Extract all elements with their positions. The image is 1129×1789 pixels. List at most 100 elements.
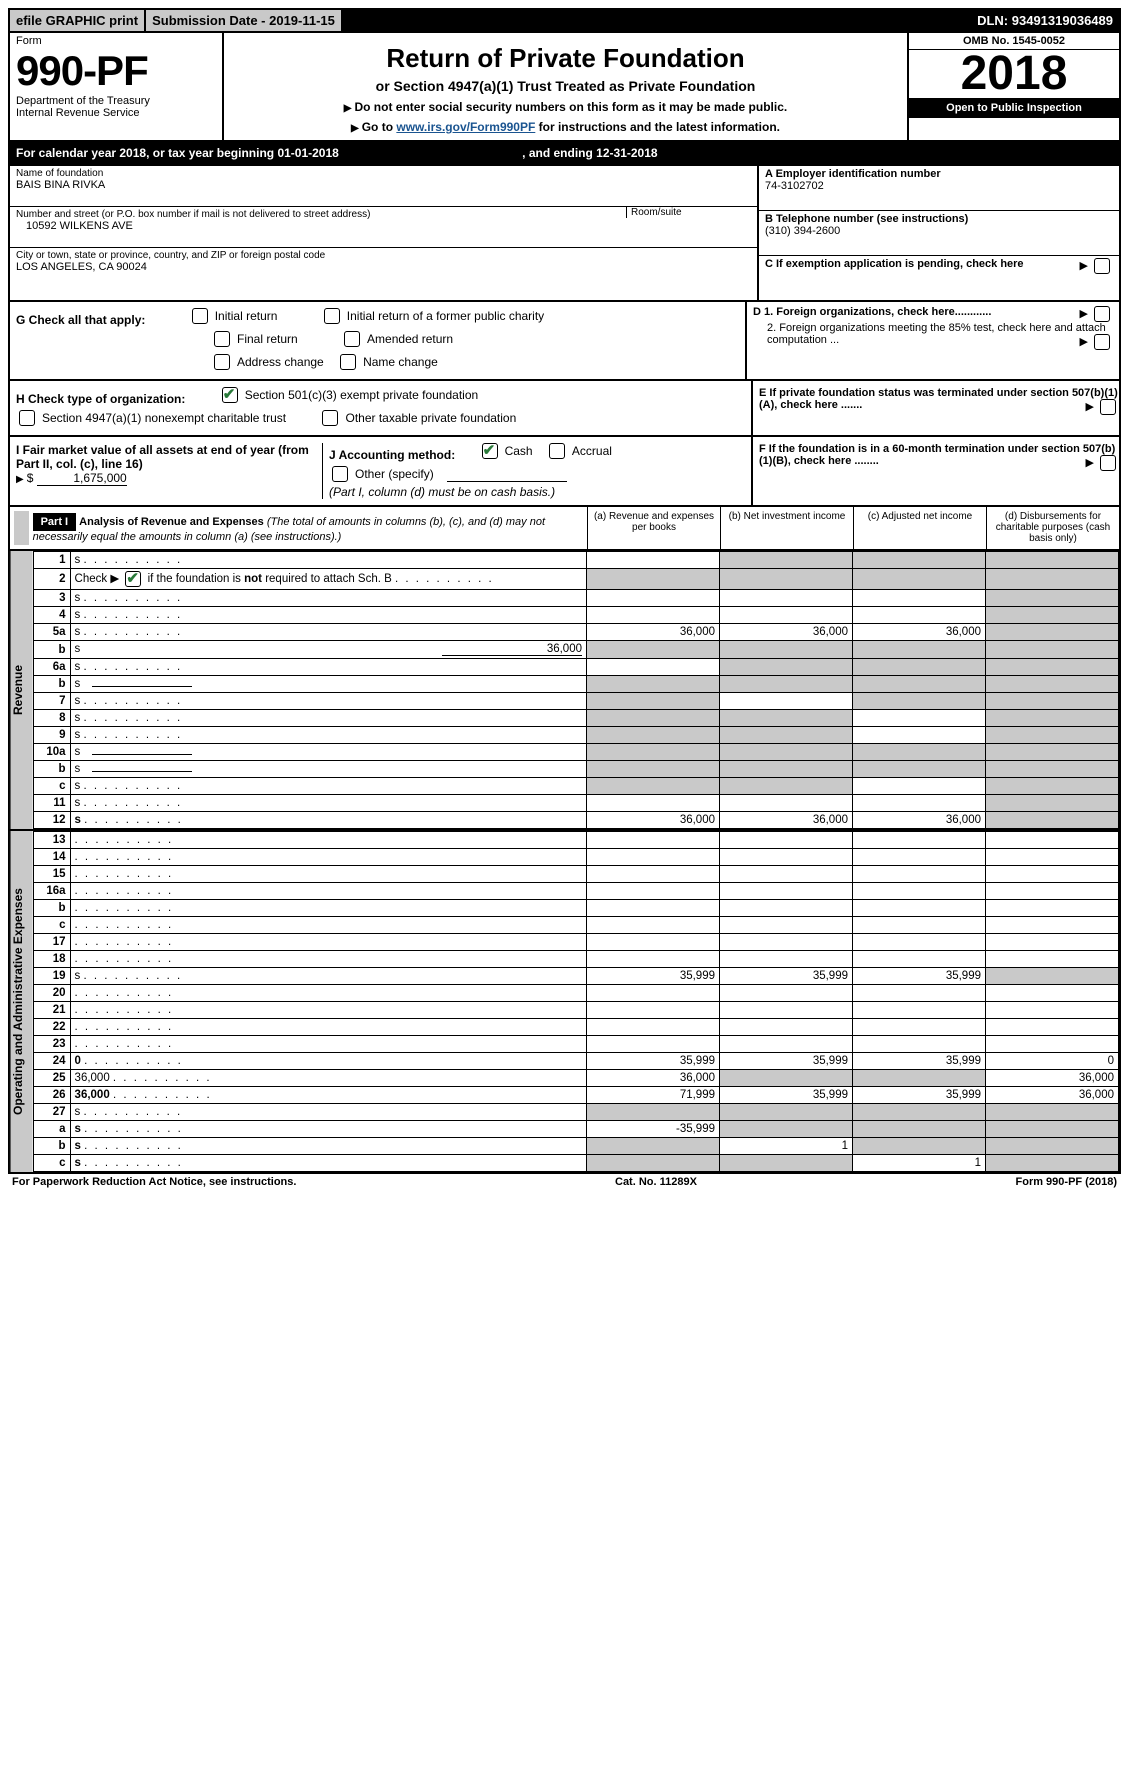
cell-a: [587, 934, 720, 951]
chk-accrual[interactable]: [549, 443, 565, 459]
cell-d: [986, 727, 1119, 744]
line-number: 15: [33, 866, 70, 883]
efile-print[interactable]: efile GRAPHIC print: [10, 10, 146, 31]
line-description: s: [70, 968, 586, 985]
line-description: s: [70, 727, 586, 744]
cell-d: [986, 1155, 1119, 1172]
table-row: 240 35,99935,99935,9990: [33, 1053, 1118, 1070]
cell-b: [720, 1155, 853, 1172]
city-row: City or town, state or province, country…: [10, 248, 757, 288]
subdate-value: 2019-11-15: [269, 13, 335, 28]
f-checkbox[interactable]: [1100, 455, 1116, 471]
cell-b: [720, 1070, 853, 1087]
line-number: b: [33, 1138, 70, 1155]
chk-address-change[interactable]: [214, 354, 230, 370]
line-number: c: [33, 1155, 70, 1172]
line-description: s: [70, 1155, 586, 1172]
table-row: 1s: [33, 552, 1118, 569]
j-other: Other (specify): [355, 467, 434, 481]
cell-b: [720, 1121, 853, 1138]
chk-initial-former[interactable]: [324, 308, 340, 324]
table-row: b: [33, 900, 1118, 917]
cell-b: [720, 1104, 853, 1121]
d1-checkbox[interactable]: [1094, 306, 1110, 322]
cell-d: [986, 866, 1119, 883]
e-checkbox[interactable]: [1100, 399, 1116, 415]
cell-c: [853, 607, 986, 624]
g-checks: G Check all that apply: Initial return I…: [10, 302, 745, 379]
table-row: 2Check ▶ if the foundation is not requir…: [33, 569, 1118, 590]
chk-4947[interactable]: [19, 410, 35, 426]
line-description: s: [70, 812, 586, 829]
chk-sch-b[interactable]: [125, 571, 141, 587]
cell-c: [853, 1104, 986, 1121]
identity-block: Name of foundation BAIS BINA RIVKA Numbe…: [10, 166, 1119, 302]
tax-year: 2018: [909, 50, 1119, 98]
d2-checkbox[interactable]: [1094, 334, 1110, 350]
cell-a: [587, 795, 720, 812]
line-number: 16a: [33, 883, 70, 900]
g2-label: Initial return of a former public charit…: [347, 309, 544, 323]
cell-c: [853, 590, 986, 607]
table-row: 23: [33, 1036, 1118, 1053]
cell-a: 71,999: [587, 1087, 720, 1104]
cell-d: [986, 710, 1119, 727]
form-header: Form 990-PF Department of the Treasury I…: [10, 33, 1119, 142]
line-description: s: [70, 659, 586, 676]
chk-final-return[interactable]: [214, 331, 230, 347]
chk-other-method[interactable]: [332, 466, 348, 482]
cell-c: [853, 832, 986, 849]
line-number: b: [33, 676, 70, 693]
cell-c: [853, 641, 986, 659]
irs-link[interactable]: www.irs.gov/Form990PF: [396, 120, 535, 134]
cell-c: [853, 866, 986, 883]
chk-501c3[interactable]: [222, 387, 238, 403]
cell-c: [853, 727, 986, 744]
cell-d: [986, 934, 1119, 951]
cell-a: [587, 710, 720, 727]
line-number: 3: [33, 590, 70, 607]
cell-d: [986, 917, 1119, 934]
e-label: E If private foundation status was termi…: [759, 387, 1118, 411]
form-number: 990-PF: [16, 47, 216, 95]
line-number: 25: [33, 1070, 70, 1087]
cell-d: [986, 951, 1119, 968]
line-description: s: [70, 795, 586, 812]
line-number: a: [33, 1121, 70, 1138]
cell-d: [986, 569, 1119, 590]
cell-d: [986, 883, 1119, 900]
line-number: 6a: [33, 659, 70, 676]
form-title-block: Return of Private Foundation or Section …: [224, 33, 907, 140]
line-number: 20: [33, 985, 70, 1002]
chk-initial-return[interactable]: [192, 308, 208, 324]
revenue-section: Revenue 1s 2Check ▶ if the foundation is…: [10, 551, 1119, 829]
chk-other-taxable[interactable]: [322, 410, 338, 426]
line-number: 12: [33, 812, 70, 829]
cell-b: [720, 761, 853, 778]
cell-a: [587, 1019, 720, 1036]
cell-b: 36,000: [720, 812, 853, 829]
cell-d: [986, 1104, 1119, 1121]
line-description: 36,000: [70, 1070, 586, 1087]
line-number: 18: [33, 951, 70, 968]
line-number: 4: [33, 607, 70, 624]
cell-b: [720, 693, 853, 710]
h-left: H Check type of organization: Section 50…: [16, 387, 745, 429]
cell-c: 36,000: [853, 812, 986, 829]
chk-amended[interactable]: [344, 331, 360, 347]
c-checkbox[interactable]: [1094, 258, 1110, 274]
cell-c: [853, 1070, 986, 1087]
cell-a: [587, 761, 720, 778]
cell-d: [986, 985, 1119, 1002]
e-block: E If private foundation status was termi…: [751, 381, 1119, 435]
part1-label: Part I: [33, 513, 77, 531]
chk-cash[interactable]: [482, 443, 498, 459]
cell-b: [720, 744, 853, 761]
cell-b: [720, 676, 853, 693]
chk-name-change[interactable]: [340, 354, 356, 370]
cell-c: [853, 761, 986, 778]
line-number: c: [33, 778, 70, 795]
table-row: 16a: [33, 883, 1118, 900]
j-label: J Accounting method:: [329, 448, 455, 462]
table-row: 17: [33, 934, 1118, 951]
